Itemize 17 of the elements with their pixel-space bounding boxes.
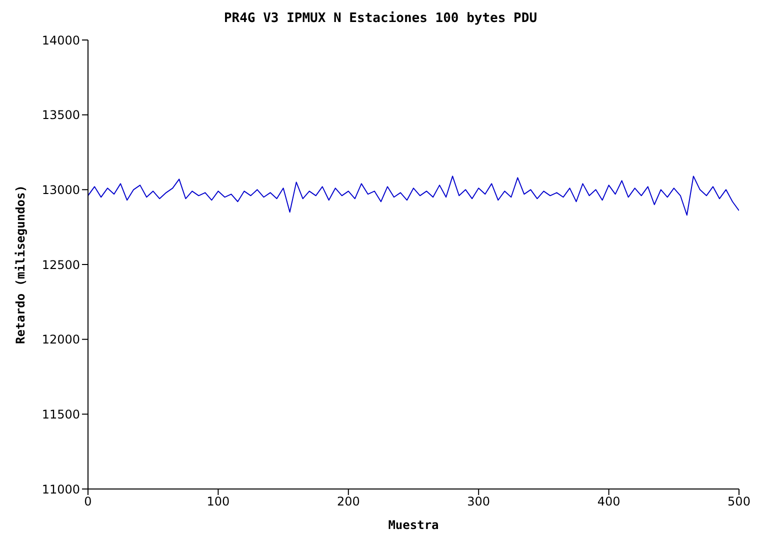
y-tick-label: 14000 <box>42 33 80 48</box>
x-tick-label: 0 <box>84 494 92 509</box>
chart-title: PR4G V3 IPMUX N Estaciones 100 bytes PDU <box>222 10 538 28</box>
y-tick-label: 11000 <box>42 482 80 496</box>
y-tick-label: 11500 <box>42 407 80 422</box>
x-axis-title: Muestra <box>388 518 439 532</box>
y-tick-label: 12000 <box>42 332 80 347</box>
x-tick-label: 300 <box>467 494 490 509</box>
line-series <box>88 176 739 216</box>
y-tick-label: 13500 <box>42 108 80 122</box>
y-axis-title: Retardo (milisegundos) <box>13 185 28 344</box>
y-tick-label: 13000 <box>42 182 80 197</box>
x-tick-label: 100 <box>206 494 230 509</box>
x-tick-label: 400 <box>597 494 620 509</box>
y-tick-label: 12500 <box>42 258 80 272</box>
x-tick-label: 200 <box>336 494 360 509</box>
x-tick-label: 500 <box>728 494 750 509</box>
